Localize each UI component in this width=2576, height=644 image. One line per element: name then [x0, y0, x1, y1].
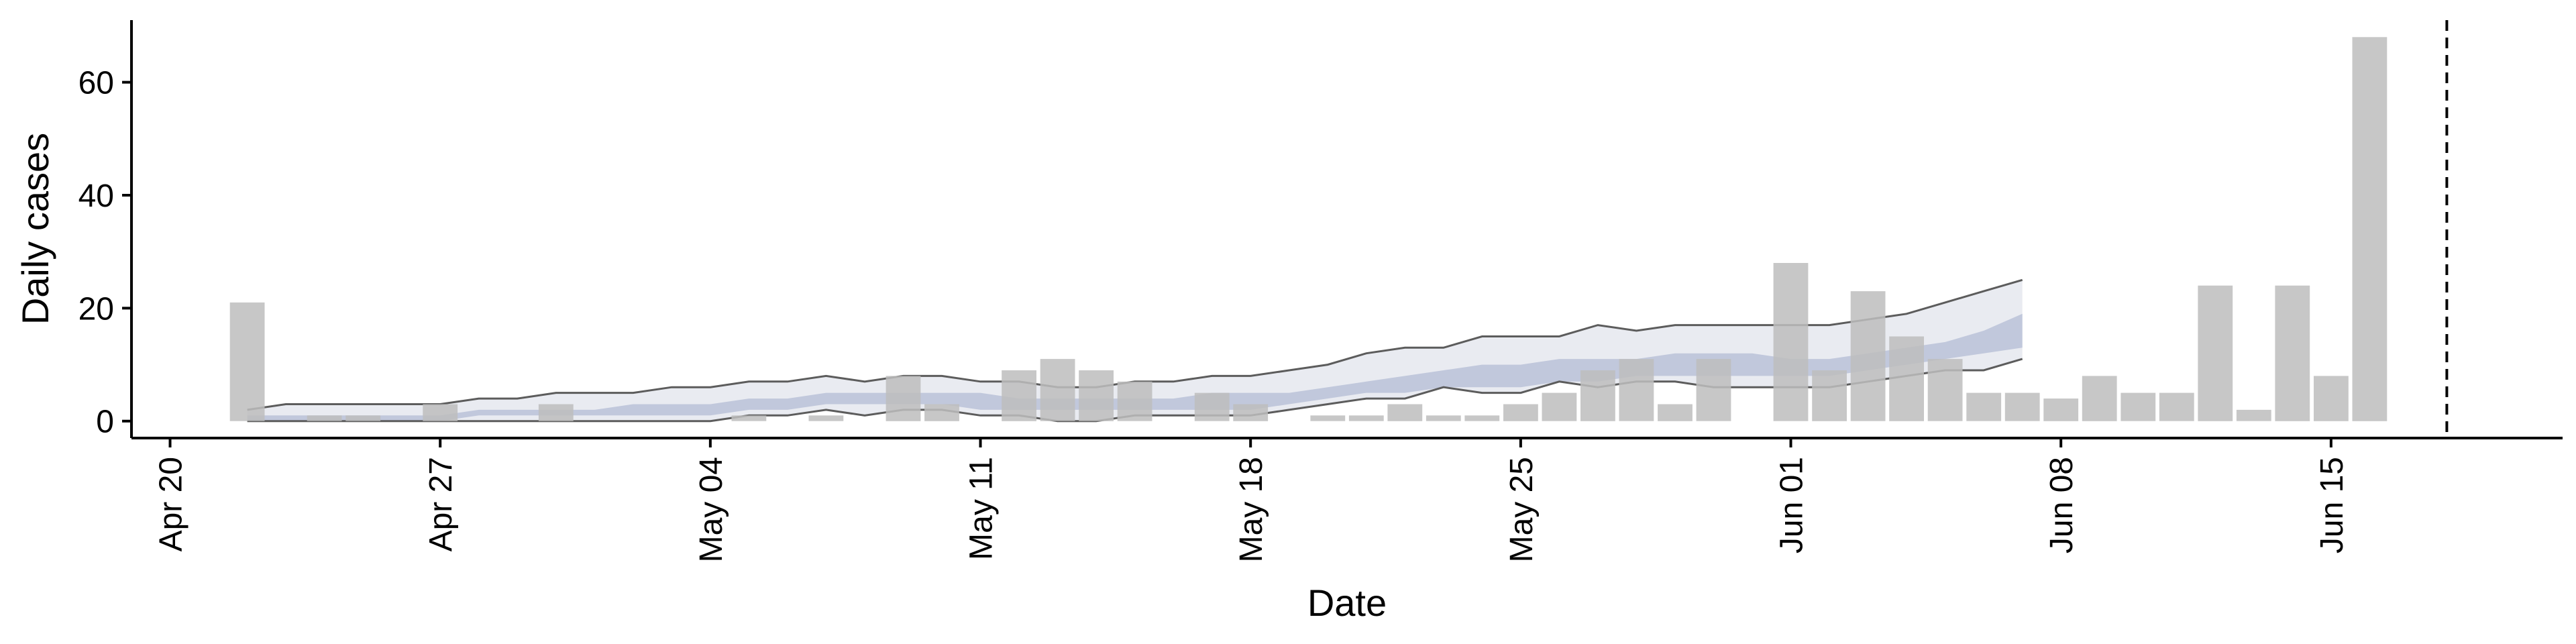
bar-2020-05-24 [1464, 415, 1500, 421]
x-tick-label: May 25 [1504, 457, 1540, 562]
bar-2020-05-10 [924, 404, 959, 421]
bar-2020-05-23 [1426, 415, 1461, 421]
x-axis: Apr 20 Apr 27 May 04 May 11 May 18 May 25 Jun … [131, 437, 2563, 562]
x-tick-label: Apr 27 [423, 457, 459, 551]
bar-2020-04-27 [423, 404, 458, 421]
bar-2020-05-26 [1542, 392, 1577, 421]
y-tick-label: 0 [96, 405, 114, 440]
bar-2020-04-22 [229, 302, 265, 421]
bar-2020-06-15 [2314, 376, 2349, 421]
y-tick-label: 60 [78, 66, 114, 101]
bar-2020-05-05 [731, 415, 767, 421]
x-tick-label: Apr 20 [154, 457, 189, 551]
x-tick-label: Jun 08 [2044, 457, 2080, 553]
bar-2020-06-16 [2352, 37, 2387, 421]
bar-2020-05-29 [1658, 404, 1693, 421]
bar-2020-04-24 [307, 415, 342, 421]
bar-2020-06-09 [2082, 376, 2117, 421]
bar-2020-06-08 [2043, 398, 2079, 421]
bar-2020-05-25 [1503, 404, 1538, 421]
bar-2020-05-18 [1233, 404, 1269, 421]
bar-2020-05-15 [1117, 381, 1152, 421]
x-ticks: Apr 20 Apr 27 May 04 May 11 May 18 May 25 Jun … [154, 438, 2350, 562]
bar-2020-06-11 [2159, 392, 2194, 421]
bar-2020-05-22 [1387, 404, 1423, 421]
x-tick-label: Jun 01 [1774, 457, 1810, 553]
y-ticks: 0 20 40 60 [78, 66, 131, 440]
y-tick-label: 40 [78, 178, 114, 214]
bar-2020-06-01 [1773, 263, 1809, 421]
bar-2020-05-12 [1002, 370, 1036, 421]
bar-2020-04-25 [345, 415, 381, 421]
y-axis-title: Daily cases [14, 133, 56, 325]
bar-2020-06-02 [1812, 370, 1847, 421]
bar-2020-05-09 [885, 376, 921, 421]
x-tick-label: May 04 [694, 457, 729, 562]
observed-cases-bars [229, 37, 2387, 421]
bar-2020-05-14 [1079, 370, 1114, 421]
bar-2020-05-27 [1580, 370, 1615, 421]
x-tick-label: Jun 15 [2314, 457, 2350, 553]
x-tick-label: May 11 [964, 457, 1000, 560]
bar-2020-06-14 [2275, 285, 2310, 421]
bar-2020-05-07 [808, 415, 844, 421]
y-tick-label: 20 [78, 291, 114, 327]
bar-2020-06-04 [1889, 336, 1924, 421]
bar-2020-06-05 [1927, 359, 1963, 421]
bar-2020-04-30 [538, 404, 574, 421]
bar-2020-06-13 [2236, 409, 2271, 421]
bar-2020-05-13 [1040, 359, 1075, 421]
bar-2020-06-12 [2198, 285, 2233, 421]
bar-2020-05-28 [1619, 359, 1654, 421]
bar-2020-06-03 [1850, 291, 1886, 421]
plot-area [229, 20, 2449, 438]
y-axis: 0 20 40 60 [78, 20, 133, 440]
bar-2020-06-07 [2004, 392, 2040, 421]
bar-2020-06-06 [1966, 392, 2002, 421]
bar-2020-06-10 [2121, 392, 2156, 421]
x-axis-title: Date [1307, 582, 1387, 624]
bar-2020-05-17 [1194, 392, 1230, 421]
bar-2020-05-30 [1696, 359, 1731, 421]
x-tick-label: May 18 [1234, 457, 1269, 562]
bar-2020-05-20 [1310, 415, 1346, 421]
bar-2020-05-21 [1348, 415, 1384, 421]
